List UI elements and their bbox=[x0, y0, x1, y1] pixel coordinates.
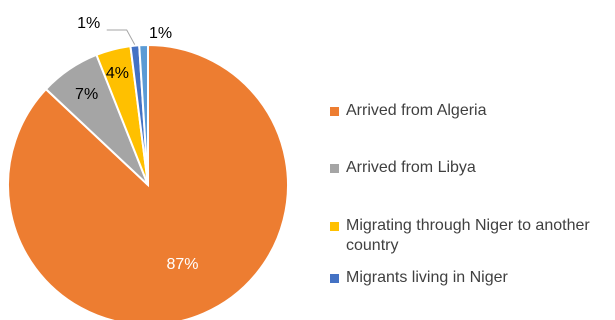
legend-item-algeria: Arrived from Algeria bbox=[330, 101, 615, 121]
legend-item-living: Migrants living in Niger bbox=[330, 268, 615, 288]
data-label-living: 1% bbox=[77, 15, 100, 32]
legend-swatch-migrating bbox=[330, 222, 339, 231]
legend-swatch-living bbox=[330, 274, 339, 283]
pie-slice-algeria bbox=[7, 43, 289, 320]
legend-item-libya: Arrived from Libya bbox=[330, 158, 615, 178]
legend-label-living: Migrants living in Niger bbox=[346, 269, 508, 286]
data-label-libya: 7% bbox=[75, 86, 98, 103]
legend-label-migrating: Migrating through Niger to another count… bbox=[346, 217, 590, 254]
leader-line-living bbox=[106, 29, 136, 45]
legend-label-algeria: Arrived from Algeria bbox=[346, 102, 487, 119]
pie-slice-other bbox=[138, 43, 149, 186]
data-label-algeria: 87% bbox=[166, 256, 198, 273]
legend-label-libya: Arrived from Libya bbox=[346, 159, 476, 176]
legend-swatch-libya bbox=[330, 164, 339, 173]
chart-legend: Arrived from Algeria Arrived from Libya … bbox=[330, 0, 615, 320]
data-label-other: 1% bbox=[149, 25, 172, 42]
legend-swatch-algeria bbox=[330, 107, 339, 116]
data-label-migrating: 4% bbox=[106, 65, 129, 82]
legend-item-migrating: Migrating through Niger to another count… bbox=[330, 216, 615, 256]
